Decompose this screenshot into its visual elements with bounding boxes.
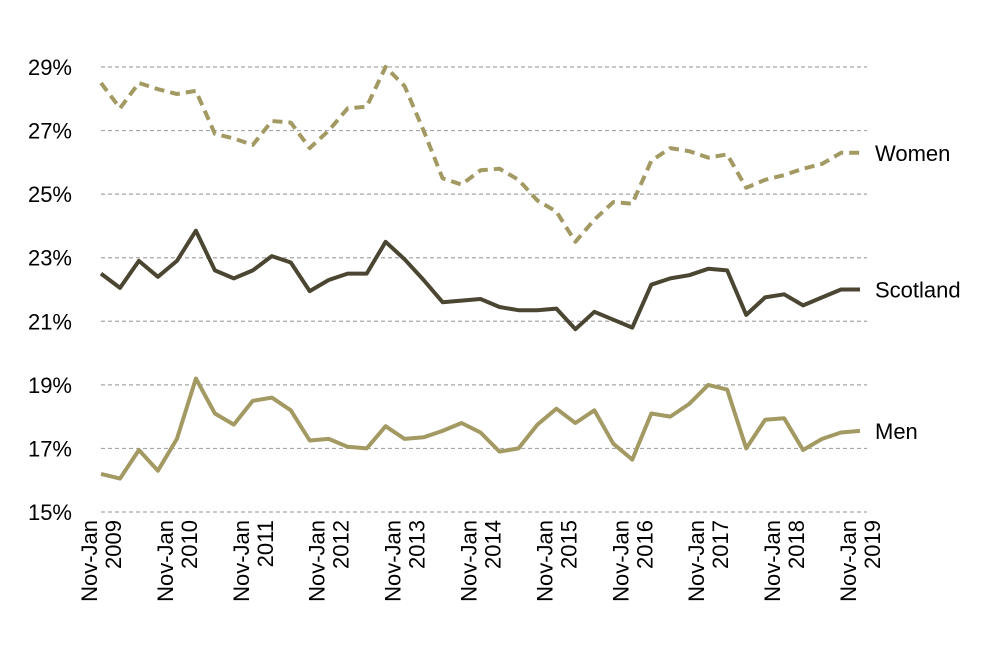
- series-label-men: Men: [875, 419, 918, 444]
- x-tick-label: Nov-Jan 2019: [836, 520, 885, 602]
- x-tick-label: Nov-Jan 2009: [77, 520, 126, 602]
- x-tick-label-line1: Nov-Jan: [153, 520, 178, 602]
- x-tick-label-line1: Nov-Jan: [684, 520, 709, 602]
- x-tick-label-line2: 2014: [481, 520, 506, 569]
- x-tick-label: Nov-Jan 2016: [608, 520, 657, 602]
- series-line-scotland: [99, 228, 860, 332]
- x-tick-label: Nov-Jan 2015: [532, 520, 581, 602]
- x-tick-label-line2: 2009: [101, 520, 126, 569]
- x-tick-label-line1: Nov-Jan: [608, 520, 633, 602]
- x-tick-label: Nov-Jan 2014: [457, 520, 506, 602]
- x-tick-label-line2: 2019: [860, 520, 885, 569]
- x-tick-label-line1: Nov-Jan: [77, 520, 102, 602]
- x-tick-label-line2: 2012: [329, 520, 354, 569]
- x-tick-label-line2: 2016: [632, 520, 657, 569]
- x-tick-label: Nov-Jan 2013: [381, 520, 430, 602]
- series-line-men: [100, 376, 861, 481]
- series-lines: [99, 65, 861, 481]
- series-label-scotland: Scotland: [875, 278, 961, 303]
- x-tick-label-line1: Nov-Jan: [229, 520, 254, 602]
- x-tick-label: Nov-Jan 2012: [305, 520, 354, 602]
- y-tick-label: 21%: [28, 309, 72, 334]
- x-tick-label-line1: Nov-Jan: [305, 520, 330, 602]
- y-tick-label: 25%: [28, 182, 72, 207]
- x-tick-label: Nov-Jan 2011: [229, 520, 278, 602]
- x-tick-label-line1: Nov-Jan: [381, 520, 406, 602]
- x-tick-label-line1: Nov-Jan: [532, 520, 557, 602]
- x-tick-label-line1: Nov-Jan: [457, 520, 482, 602]
- y-tick-label: 19%: [28, 373, 72, 398]
- y-tick-label: 17%: [28, 436, 72, 461]
- x-tick-label-line2: 2010: [177, 520, 202, 569]
- x-tick-label: Nov-Jan 2017: [684, 520, 733, 602]
- x-tick-label-line1: Nov-Jan: [760, 520, 785, 602]
- x-tick-label: Nov-Jan 2010: [153, 520, 202, 602]
- series-labels: Women Scotland Men: [875, 141, 961, 444]
- y-tick-label: 27%: [28, 119, 72, 144]
- y-axis-ticks: 15% 17% 19% 21% 23% 25% 27% 29%: [28, 55, 72, 525]
- series-line-women: [99, 65, 860, 244]
- x-tick-label-line2: 2017: [708, 520, 733, 569]
- y-tick-label: 23%: [28, 246, 72, 271]
- grid: [101, 66, 867, 513]
- x-tick-label-line2: 2015: [556, 520, 581, 569]
- x-tick-label-line2: 2018: [784, 520, 809, 569]
- x-tick-label-line2: 2011: [253, 520, 278, 567]
- y-tick-label: 29%: [28, 55, 72, 80]
- y-tick-label: 15%: [28, 500, 72, 525]
- x-tick-label-line2: 2013: [405, 520, 430, 569]
- x-axis-ticks: Nov-Jan 2009 Nov-Jan 2010 Nov-Jan 2011 Nov-Jan…: [77, 520, 885, 602]
- x-tick-label: Nov-Jan 2018: [760, 520, 809, 602]
- series-label-women: Women: [875, 141, 950, 166]
- x-tick-label-line1: Nov-Jan: [836, 520, 861, 602]
